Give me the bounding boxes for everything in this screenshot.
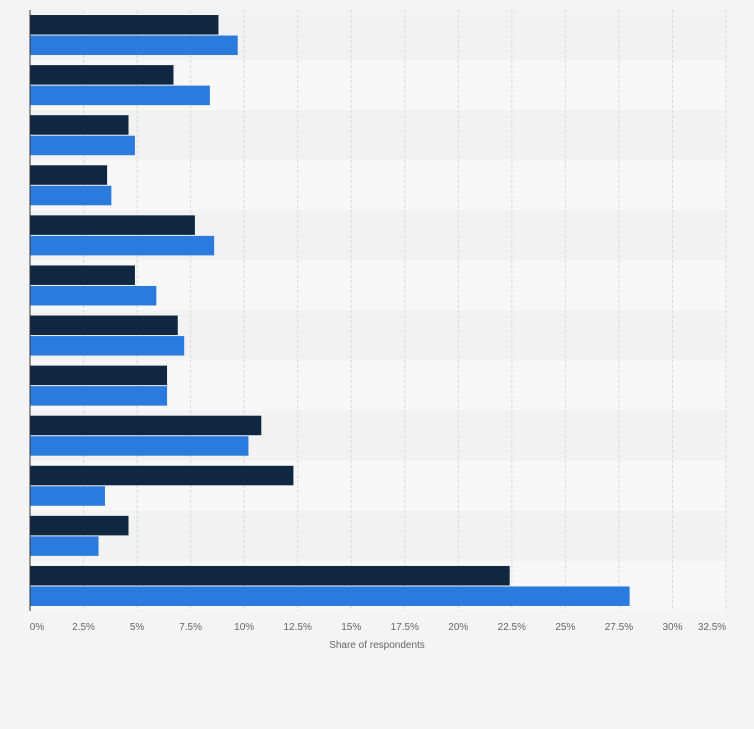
- bar-series-2: [30, 436, 249, 456]
- x-tick-label: 0%: [30, 622, 45, 633]
- gridlines: [83, 10, 727, 611]
- bar-series-1: [30, 65, 174, 85]
- x-tick-label: 7.5%: [179, 622, 202, 633]
- bar-series-2: [30, 85, 210, 106]
- bar-series-1: [30, 15, 219, 35]
- bar-series-1: [30, 565, 510, 586]
- x-axis-title: Share of respondents: [329, 640, 425, 651]
- x-tick-label: 30%: [662, 622, 682, 633]
- bar-series-1: [30, 415, 262, 436]
- bar-series-2: [30, 586, 630, 606]
- x-tick-label: 2.5%: [72, 622, 95, 633]
- bar-series-1: [30, 215, 195, 235]
- x-tick-label: 27.5%: [605, 622, 633, 633]
- bar-series-1: [30, 115, 129, 135]
- x-tick-label: 10%: [234, 622, 254, 633]
- bar-series-2: [30, 536, 99, 556]
- bar-series-1: [30, 465, 294, 486]
- bar-series-2: [30, 235, 215, 256]
- row-band: [30, 110, 726, 161]
- x-tick-label: 17.5%: [391, 622, 419, 633]
- bar-series-1: [30, 515, 129, 536]
- x-tick-label: 25%: [555, 622, 575, 633]
- bar-series-2: [30, 135, 135, 156]
- bar-series-1: [30, 365, 168, 386]
- bar-series-2: [30, 336, 185, 356]
- row-band: [30, 510, 726, 561]
- bar-series-1: [30, 165, 108, 185]
- bar-series-2: [30, 486, 105, 506]
- bar-series-2: [30, 285, 157, 306]
- bar-series-2: [30, 35, 238, 56]
- x-tick-label: 22.5%: [498, 622, 526, 633]
- x-tick-label: 15%: [341, 622, 361, 633]
- x-tick-label: 20%: [448, 622, 468, 633]
- x-tick-label: 32.5%: [698, 622, 726, 633]
- x-tick-label: 5%: [130, 622, 145, 633]
- x-tick-labels: 0% 2.5% 5% 7.5% 10% 12.5% 15% 17.5% 20% 22.5% 25% 2…: [30, 622, 727, 633]
- bar-series-1: [30, 265, 135, 285]
- bar-series-1: [30, 315, 178, 336]
- x-tick-label: 12.5%: [284, 622, 312, 633]
- bar-series-2: [30, 386, 168, 406]
- bars: [30, 15, 630, 606]
- bar-series-2: [30, 185, 112, 206]
- row-band: [30, 160, 726, 211]
